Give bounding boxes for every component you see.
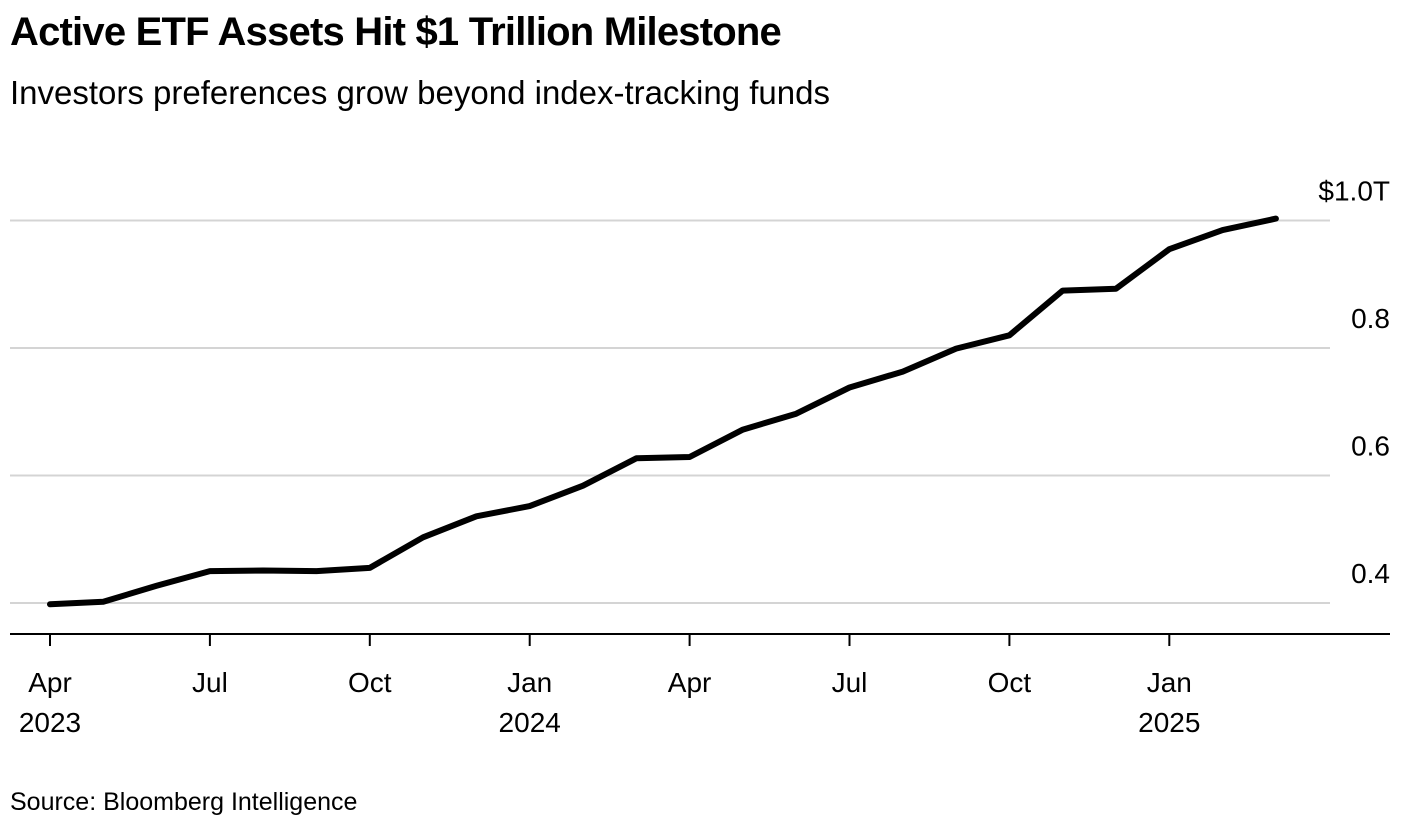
x-tick-label: Oct bbox=[348, 667, 392, 698]
x-tick-year-label: 2024 bbox=[499, 707, 561, 738]
x-tick-label: Jan bbox=[1147, 667, 1192, 698]
series-line-active-etf-assets bbox=[47, 215, 1279, 608]
y-tick-label: 0.8 bbox=[1351, 303, 1390, 334]
x-tick-year-label: 2023 bbox=[19, 707, 81, 738]
x-tick-label: Oct bbox=[988, 667, 1032, 698]
chart-title: Active ETF Assets Hit $1 Trillion Milest… bbox=[10, 10, 782, 54]
x-tick-label: Apr bbox=[668, 667, 712, 698]
chart-subtitle: Investors preferences grow beyond index-… bbox=[10, 74, 830, 111]
y-tick-label: $1.0T bbox=[1318, 176, 1390, 207]
y-tick-label: 0.6 bbox=[1351, 431, 1390, 462]
x-tick-label: Jan bbox=[507, 667, 552, 698]
x-tick-label: Jul bbox=[192, 667, 228, 698]
y-tick-label: 0.4 bbox=[1351, 558, 1390, 589]
x-tick-year-label: 2025 bbox=[1138, 707, 1200, 738]
x-tick-label: Jul bbox=[832, 667, 868, 698]
x-tick-label: Apr bbox=[28, 667, 72, 698]
source-note: Source: Bloomberg Intelligence bbox=[10, 788, 358, 816]
